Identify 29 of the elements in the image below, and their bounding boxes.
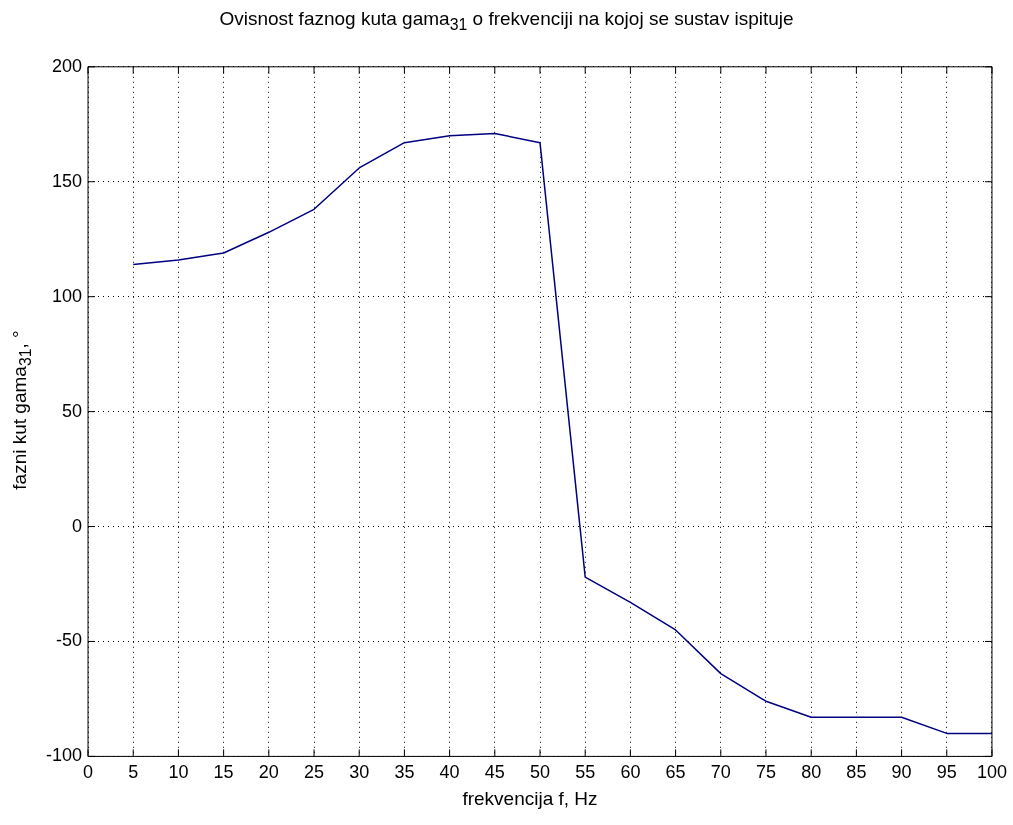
x-tick-label: 50 [529,762,551,783]
x-tick-label: 55 [575,762,596,783]
x-tick-label: 30 [349,762,370,783]
x-tick-label: 40 [439,762,460,783]
y-tick-label: 50 [62,400,83,421]
x-tick-label: 75 [755,762,777,783]
x-tick-label: 95 [936,762,957,783]
x-tick-label: 85 [846,762,867,783]
y-tick-label: -50 [56,630,83,651]
x-tick-label: 100 [976,762,1008,783]
x-tick-label: 15 [213,762,234,783]
x-tick-label: 60 [620,762,641,783]
y-tick-label: 200 [51,55,83,76]
x-tick-label: 90 [891,762,912,783]
x-tick-label: 5 [128,762,139,783]
y-tick-label: -100 [46,745,83,766]
x-tick-label: 20 [258,762,279,783]
x-tick-label: 10 [168,762,189,783]
y-tick-label: 150 [51,170,83,191]
x-axis-title: frekvencija f, Hz [461,788,599,810]
x-tick-label: 80 [801,762,822,783]
y-tick-label: 0 [72,515,83,536]
x-tick-label: 25 [304,762,325,783]
chart-title: Ovisnost faznog kuta gama$_{31}$ o frekvenciji na kojoj se sustav ispituje [218,8,795,34]
x-tick-label: 70 [710,762,731,783]
x-tick-label: 65 [665,762,686,783]
x-tick-label: 45 [484,762,505,783]
x-tick-label: 35 [394,762,415,783]
y-tick-label: 100 [51,285,83,306]
